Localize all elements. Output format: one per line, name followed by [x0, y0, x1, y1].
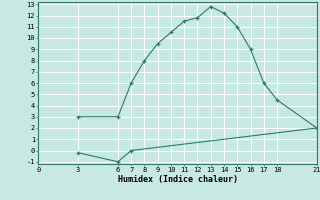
X-axis label: Humidex (Indice chaleur): Humidex (Indice chaleur) [118, 175, 238, 184]
